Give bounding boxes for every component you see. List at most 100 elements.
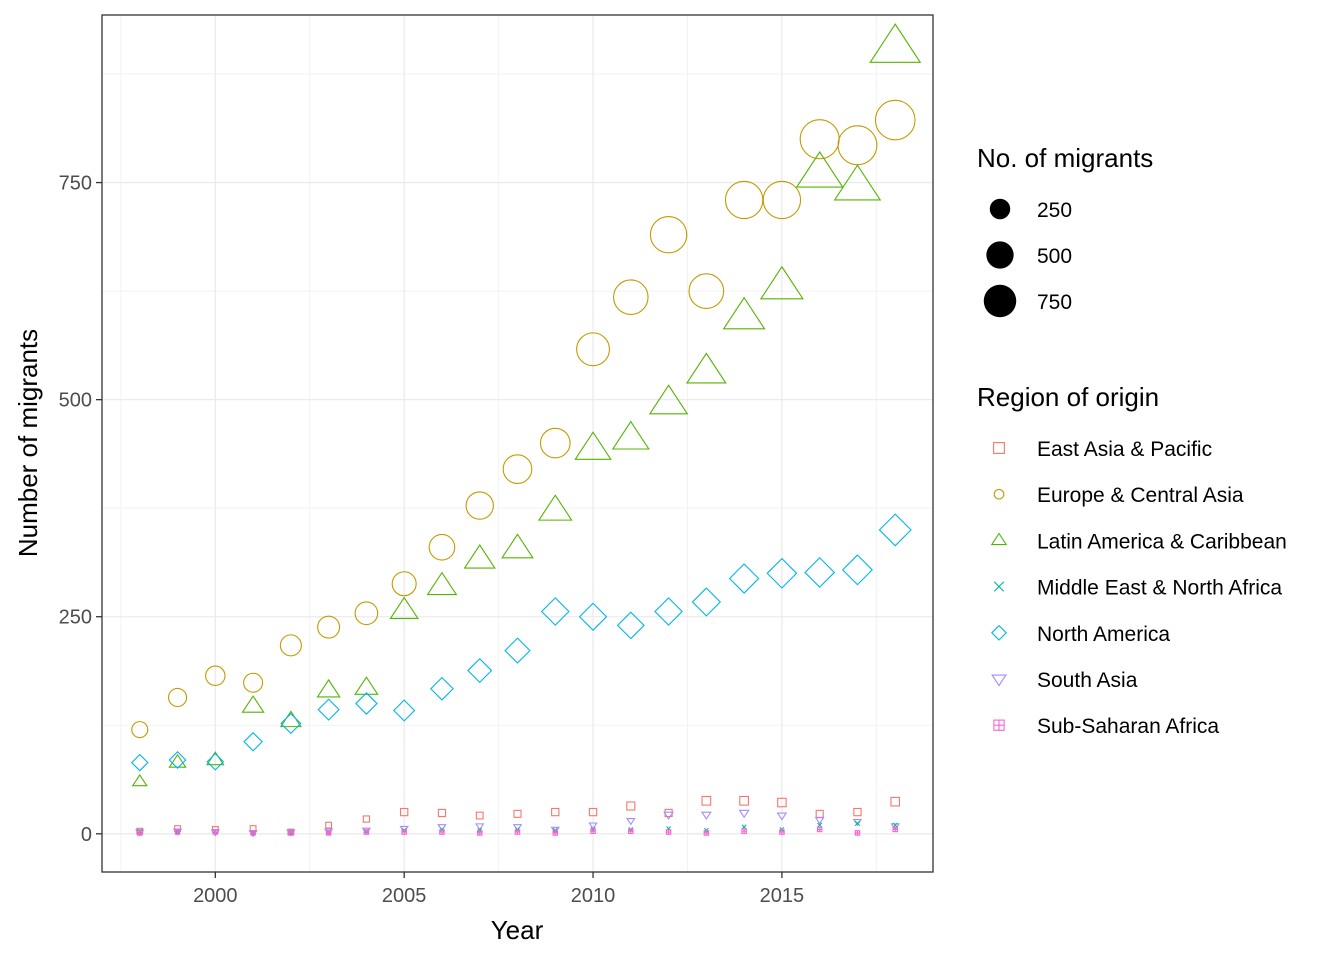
data-point (167, 687, 188, 708)
data-point (475, 811, 484, 820)
data-point (465, 491, 494, 520)
color-legend-label: South Asia (1037, 669, 1138, 692)
data-point (317, 615, 341, 639)
series-sub-saharan-africa (137, 826, 898, 836)
data-point (578, 602, 608, 631)
data-point (288, 830, 294, 836)
data-point (691, 587, 722, 617)
data-point (741, 824, 747, 830)
data-point (854, 820, 861, 827)
size-legend-label: 500 (1037, 245, 1072, 268)
data-point (628, 828, 634, 834)
data-point (588, 822, 598, 830)
color-legend-label: Latin America & Caribbean (1037, 530, 1287, 553)
size-legend: No. of migrants 250 500 750 (977, 143, 1153, 318)
axes: 2000 2005 2010 2015 0 250 500 750 (59, 173, 805, 907)
data-point (841, 554, 873, 586)
data-point (437, 808, 447, 818)
series-north-america (130, 513, 912, 772)
data-point (722, 296, 766, 330)
data-point (401, 829, 407, 835)
data-point (131, 721, 149, 739)
data-point (279, 634, 302, 657)
data-point (250, 830, 256, 836)
color-legend-key (993, 442, 1005, 454)
color-legend-title: Region of origin (977, 382, 1159, 412)
data-point (168, 751, 187, 769)
data-point (389, 596, 419, 620)
data-point (354, 676, 379, 695)
size-legend-key (989, 198, 1011, 220)
color-legend-key (991, 624, 1007, 641)
color-legend-label: East Asia & Pacific (1037, 438, 1212, 461)
data-point (779, 829, 785, 835)
data-point (613, 279, 649, 315)
y-tick-label: 250 (59, 607, 92, 629)
data-point (892, 826, 898, 833)
data-point (551, 807, 560, 817)
data-point (355, 692, 378, 715)
data-point (741, 828, 747, 834)
data-point (626, 801, 636, 811)
y-tick-label: 750 (59, 173, 92, 195)
data-point (205, 665, 226, 686)
data-point (174, 829, 181, 835)
data-point (701, 795, 712, 806)
size-legend-key (983, 284, 1017, 318)
data-point (648, 384, 689, 415)
data-point (552, 830, 559, 836)
data-point (362, 815, 371, 823)
data-point (131, 773, 148, 787)
data-point (539, 427, 571, 459)
data-point (795, 151, 844, 188)
data-point (514, 829, 521, 835)
data-point (476, 830, 483, 836)
data-point (688, 273, 725, 309)
data-point (804, 556, 836, 588)
data-point (243, 672, 264, 693)
data-point (537, 494, 573, 521)
color-legend-label: North America (1037, 623, 1170, 646)
data-point (130, 753, 149, 772)
color-legend-label: Sub-Saharan Africa (1037, 715, 1219, 738)
plot-border (101, 14, 934, 873)
y-axis-title: Number of migrants (13, 329, 43, 557)
data-point (137, 830, 143, 836)
data-point (576, 332, 610, 367)
color-legend-key (993, 581, 1005, 592)
data-point (243, 731, 263, 752)
data-point (728, 563, 760, 594)
data-point (391, 571, 417, 597)
size-legend-label: 250 (1037, 199, 1072, 222)
data-point (854, 830, 861, 836)
data-point (874, 99, 916, 141)
data-point (739, 795, 750, 806)
data-point (354, 601, 379, 626)
data-point (280, 712, 302, 735)
data-point (504, 637, 531, 664)
data-point (316, 678, 341, 698)
x-tick-label: 2005 (382, 885, 427, 907)
data-point (399, 825, 409, 834)
data-point (663, 811, 675, 820)
y-tick-label: 0 (81, 824, 92, 846)
data-points (130, 23, 922, 838)
data-point (833, 164, 882, 201)
data-point (817, 822, 823, 828)
size-legend-label: 750 (1037, 291, 1072, 314)
data-point (738, 809, 750, 819)
data-point (430, 676, 454, 701)
data-point (703, 830, 710, 836)
data-point (502, 454, 533, 484)
data-point (475, 823, 485, 831)
data-point (439, 829, 445, 835)
data-point (363, 829, 370, 835)
series-europe-central-asia (131, 99, 916, 739)
data-point (540, 597, 570, 626)
x-axis-title: Year (491, 915, 544, 945)
data-point (665, 829, 672, 835)
data-point (853, 807, 862, 817)
color-legend-label: Europe & Central Asia (1037, 484, 1244, 507)
data-point (168, 753, 187, 768)
